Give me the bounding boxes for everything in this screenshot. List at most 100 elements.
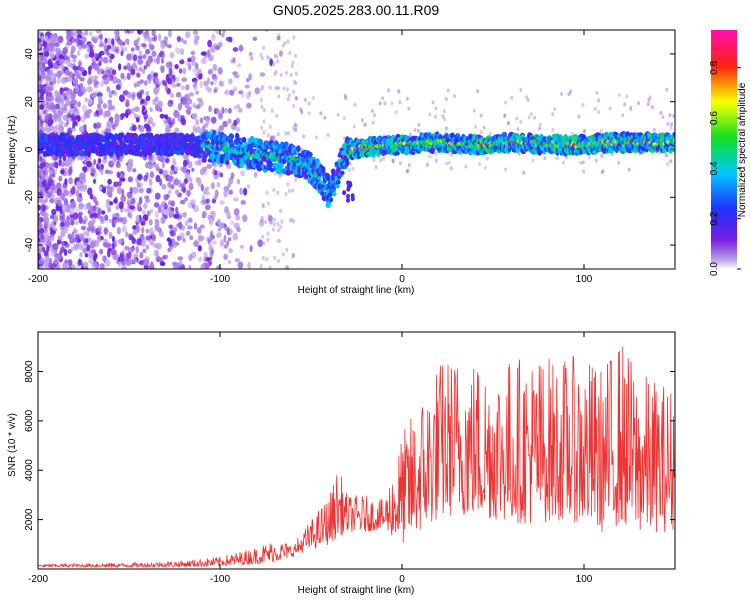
noise-speck	[197, 245, 202, 252]
noise-speck	[68, 207, 75, 216]
noise-speck	[93, 35, 99, 42]
noise-speck	[267, 213, 271, 219]
noise-speck	[61, 241, 65, 248]
noise-speck	[161, 183, 167, 190]
noise-speck	[64, 242, 70, 248]
noise-speck	[76, 70, 82, 76]
noise-speck	[232, 57, 236, 64]
noise-speck	[209, 218, 213, 226]
noise-speck	[92, 75, 99, 80]
noise-speck	[49, 214, 55, 220]
noise-speck	[179, 48, 185, 56]
noise-speck	[160, 203, 164, 208]
noise-speck	[86, 160, 92, 168]
signal-cell	[300, 156, 306, 164]
noise-speck	[290, 64, 294, 69]
noise-speck	[217, 218, 221, 225]
noise-speck	[219, 239, 225, 248]
noise-speck	[279, 224, 282, 230]
noise-speck	[111, 90, 116, 95]
noise-speck	[246, 184, 250, 189]
noise-speck	[227, 118, 232, 124]
noise-speck	[261, 202, 265, 208]
noise-speck	[60, 226, 65, 233]
noise-speck	[240, 170, 246, 177]
noise-speck	[74, 233, 80, 240]
noise-speck	[83, 230, 89, 236]
noise-speck	[58, 120, 64, 127]
noise-speck	[78, 258, 82, 266]
noise-speck	[637, 101, 640, 106]
noise-speck	[132, 168, 137, 173]
noise-speck	[307, 101, 311, 106]
noise-speck	[136, 92, 140, 97]
noise-speck	[568, 88, 572, 93]
noise-speck	[138, 50, 143, 56]
noise-speck	[153, 58, 157, 63]
noise-speck	[108, 58, 113, 64]
noise-speck	[46, 246, 50, 252]
noise-speck	[266, 133, 270, 138]
noise-speck	[188, 176, 193, 183]
noise-speck	[204, 262, 210, 269]
noise-speck	[40, 108, 46, 115]
noise-speck	[119, 177, 126, 182]
noise-speck	[215, 108, 222, 115]
noise-speck	[121, 264, 127, 269]
noise-speck	[233, 105, 238, 110]
noise-speck	[202, 166, 208, 172]
noise-speck	[100, 215, 104, 223]
noise-speck	[39, 93, 44, 101]
noise-speck	[428, 154, 432, 159]
noise-speck	[479, 130, 483, 135]
noise-speck	[75, 189, 80, 198]
noise-speck	[199, 117, 203, 124]
noise-speck	[390, 101, 394, 106]
noise-speck	[74, 37, 81, 44]
noise-speck	[293, 122, 297, 127]
noise-speck	[182, 159, 188, 167]
noise-speck	[428, 112, 432, 117]
noise-speck	[58, 175, 63, 182]
noise-speck	[138, 187, 144, 194]
noise-speck	[139, 89, 145, 95]
noise-speck	[129, 211, 133, 219]
noise-speck	[409, 132, 412, 137]
signal-cell	[336, 180, 341, 185]
noise-speck	[214, 189, 219, 198]
noise-speck	[158, 231, 164, 238]
noise-speck	[103, 40, 107, 47]
noise-speck	[86, 244, 91, 252]
noise-speck	[651, 105, 655, 110]
noise-speck	[239, 244, 244, 249]
noise-speck	[446, 88, 450, 93]
noise-speck	[379, 158, 383, 163]
noise-speck	[262, 108, 266, 113]
noise-speck	[229, 89, 235, 96]
noise-speck	[276, 258, 280, 264]
noise-speck	[45, 196, 49, 203]
noise-speck	[216, 265, 222, 269]
noise-speck	[159, 113, 166, 119]
noise-speck	[65, 30, 72, 36]
noise-speck	[104, 110, 111, 117]
noise-speck	[484, 165, 487, 170]
noise-speck	[98, 108, 103, 116]
signal-cell	[230, 134, 235, 139]
signal-cell	[288, 169, 294, 175]
noise-speck	[93, 122, 97, 129]
noise-speck	[57, 35, 64, 44]
noise-speck	[81, 104, 88, 112]
noise-speck	[60, 64, 65, 71]
noise-speck	[238, 44, 244, 52]
noise-speck	[145, 48, 151, 55]
noise-speck	[79, 77, 85, 82]
noise-speck	[56, 70, 62, 79]
noise-speck	[135, 45, 140, 51]
noise-speck	[59, 216, 66, 222]
signal-cell	[123, 149, 129, 156]
noise-speck	[145, 95, 151, 102]
noise-speck	[185, 84, 190, 91]
noise-speck	[285, 70, 288, 76]
noise-speck	[99, 186, 103, 191]
